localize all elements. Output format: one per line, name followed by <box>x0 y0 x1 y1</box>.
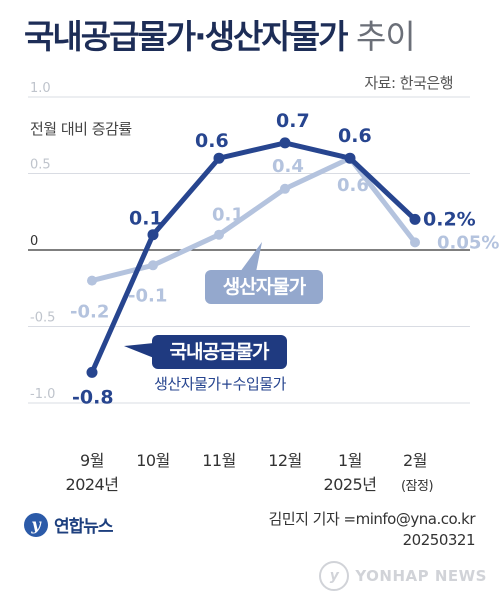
domestic-data-label: 0.6 <box>195 130 229 152</box>
producer-point <box>280 183 290 194</box>
domestic-callout-label: 국내공급물가 <box>170 341 270 363</box>
author-credit: 김민지 기자 =minfo@yna.co.kr <box>268 510 476 528</box>
x-tick-sublabel: 2025년 <box>324 475 377 494</box>
x-tick-label: 12월 <box>268 451 302 470</box>
series-line-domestic <box>89 140 418 375</box>
x-tick-label: 11월 <box>202 451 236 470</box>
producer-point <box>214 229 224 240</box>
domestic-data-label: 0.1 <box>129 208 163 230</box>
domestic-point <box>344 152 356 164</box>
producer-data-label: -0.2 <box>70 302 109 323</box>
publish-date: 20250321 <box>402 531 476 549</box>
series-layer <box>86 137 421 378</box>
domestic-point <box>279 137 291 149</box>
domestic-point <box>147 229 159 241</box>
domestic-callout-subtitle: 생산자물가+수입물가 <box>154 375 286 393</box>
producer-point <box>148 260 158 271</box>
domestic-data-label: 0.7 <box>276 110 310 132</box>
series-line-producer <box>89 155 418 284</box>
x-tick-label: 1월 <box>338 451 362 470</box>
producer-data-label: 0.4 <box>272 156 304 177</box>
x-axis-layer: 9월 2024년 10월 11월 12월 1월 2025년 2월 (잠정) <box>66 451 434 494</box>
y-tick-label: 0 <box>30 234 38 249</box>
credit: 김민지 기자 =minfo@yna.co.kr 20250321 <box>268 509 476 551</box>
watermark-text: YONHAP NEWS <box>355 567 487 585</box>
domestic-point <box>86 366 98 378</box>
yonhap-logo-text: 연합뉴스 <box>54 517 114 537</box>
producer-point <box>410 237 420 248</box>
domestic-callout-box <box>152 335 287 369</box>
domestic-point <box>409 213 421 225</box>
x-tick-label: 10월 <box>136 451 170 470</box>
watermark: y YONHAP NEWS <box>319 561 487 591</box>
producer-callout-label: 생산자물가 <box>223 276 307 298</box>
producer-data-label: 0.1 <box>212 205 244 226</box>
chart-title: 국내공급물가·생산자물가 추이 <box>24 10 416 58</box>
grid-layer: 1.0 0.5 0 -0.5 -1.0 <box>28 81 470 404</box>
x-tick-label: 2월 <box>403 451 427 470</box>
title-sub: 추이 <box>356 17 416 56</box>
producer-callout-box <box>205 270 323 304</box>
y-tick-label: -1.0 <box>30 387 55 402</box>
producer-callout-pointer <box>240 242 262 272</box>
yonhap-logo: y 연합뉴스 <box>24 512 114 537</box>
producer-data-label: 0.05% <box>437 232 499 253</box>
x-tick-label: 9월 <box>80 451 104 470</box>
x-tick-sublabel: (잠정) <box>401 479 433 494</box>
y-tick-label: 1.0 <box>30 81 51 96</box>
y-axis-label: 전월 대비 증감률 <box>30 120 132 138</box>
y-tick-label: 0.5 <box>30 158 51 173</box>
producer-data-label: -0.1 <box>128 285 167 306</box>
producer-point <box>87 275 97 286</box>
domestic-data-label: 0.2% <box>423 208 476 230</box>
domestic-callout-pointer <box>124 343 154 358</box>
y-tick-label: -0.5 <box>30 311 55 326</box>
yonhap-logo-icon: y <box>24 512 48 537</box>
watermark-logo-icon: y <box>319 561 350 591</box>
domestic-point <box>213 152 225 164</box>
x-tick-sublabel: 2024년 <box>66 475 119 494</box>
domestic-data-label: -0.8 <box>72 386 114 408</box>
title-main: 국내공급물가·생산자물가 <box>24 17 348 56</box>
source-note: 자료: 한국은행 <box>364 74 453 92</box>
producer-data-label: 0.6 <box>337 175 369 196</box>
label-layer: -0.2 -0.1 0.1 0.4 0.6 0.05% -0.8 0.1 0.6 0.7 0.6 0.… <box>70 110 499 408</box>
domestic-data-label: 0.6 <box>338 125 372 147</box>
